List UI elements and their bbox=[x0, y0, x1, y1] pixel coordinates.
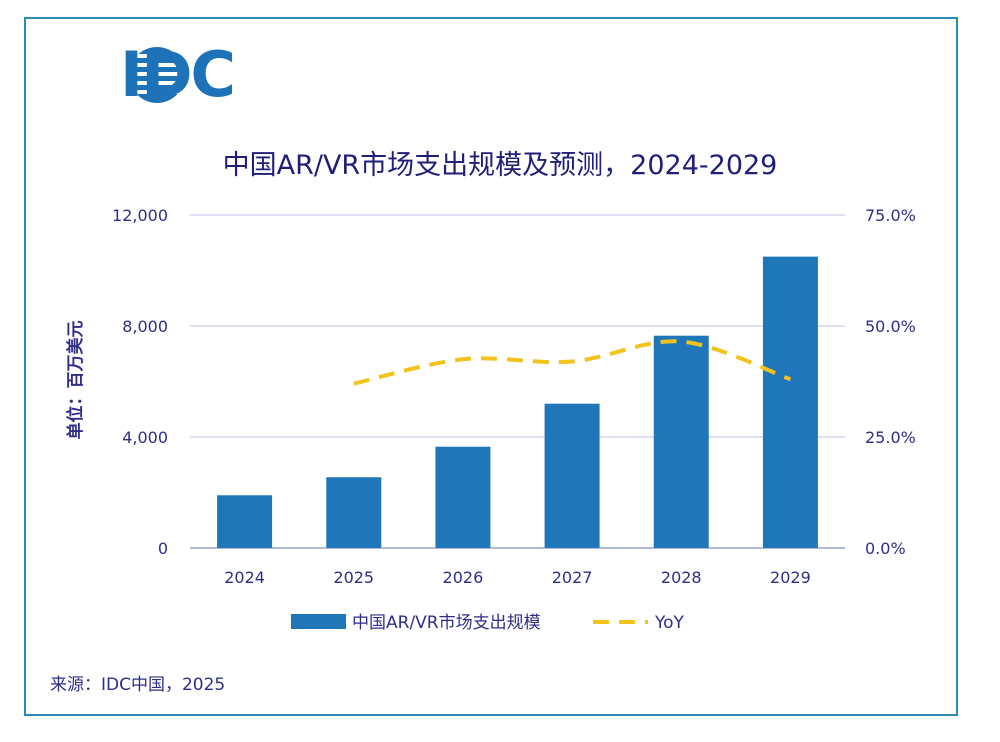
x-tick-label: 2029 bbox=[770, 568, 811, 587]
y-tick-label: 0 bbox=[158, 539, 168, 558]
y2-tick-label: 50.0% bbox=[865, 317, 916, 336]
yoy-series-line bbox=[353, 339, 792, 386]
legend-label-bar: 中国AR/VR市场支出规模 bbox=[352, 613, 541, 633]
legend-label-yoy: YoY bbox=[654, 613, 685, 633]
bars bbox=[217, 256, 818, 548]
idc-globe-icon bbox=[127, 47, 187, 103]
right-axis-ticks: 0.0% 25.0% 50.0% 75.0% bbox=[865, 206, 916, 558]
bar-2027 bbox=[544, 403, 600, 548]
source-note: 来源：IDC中国，2025 bbox=[50, 675, 226, 695]
x-axis-ticks: 2024 2025 2026 2027 2028 2029 bbox=[224, 568, 811, 587]
left-axis-ticks: 0 4,000 8,000 12,000 bbox=[112, 206, 168, 558]
chart-title: 中国AR/VR市场支出规模及预测，2024-2029 bbox=[222, 150, 778, 181]
x-tick-label: 2024 bbox=[224, 568, 265, 587]
y-tick-label: 8,000 bbox=[122, 317, 168, 336]
legend-bar-swatch bbox=[291, 614, 346, 629]
y2-tick-label: 0.0% bbox=[865, 539, 906, 558]
bar-2025 bbox=[326, 477, 382, 548]
bar-2024 bbox=[217, 495, 273, 548]
y2-tick-label: 75.0% bbox=[865, 206, 916, 225]
bar-2029 bbox=[762, 256, 818, 548]
y-tick-label: 4,000 bbox=[122, 428, 168, 447]
bar-2028 bbox=[653, 335, 709, 548]
legend: 中国AR/VR市场支出规模 YoY bbox=[291, 613, 685, 633]
grid-lines bbox=[190, 214, 845, 549]
x-tick-label: 2028 bbox=[661, 568, 702, 587]
y2-tick-label: 25.0% bbox=[865, 428, 916, 447]
y-axis-label: 单位：百万美元 bbox=[65, 321, 86, 440]
yoy-line bbox=[353, 339, 792, 386]
x-tick-label: 2026 bbox=[443, 568, 484, 587]
logo-text: IDC bbox=[120, 38, 236, 111]
bar-2026 bbox=[435, 446, 491, 548]
x-tick-label: 2027 bbox=[552, 568, 593, 587]
y-tick-label: 12,000 bbox=[112, 206, 168, 225]
x-tick-label: 2025 bbox=[333, 568, 374, 587]
